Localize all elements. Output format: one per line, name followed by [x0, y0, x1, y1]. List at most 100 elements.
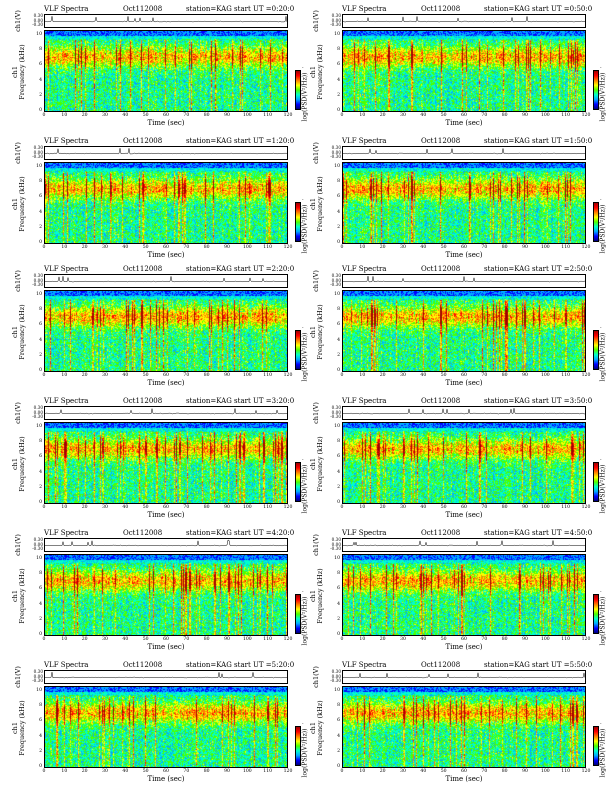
waveform-ylabel-text: ch1(V) — [312, 142, 320, 164]
waveform-line — [343, 148, 585, 155]
waveform-plot — [44, 274, 288, 288]
panel-date: Oct112008 — [421, 5, 461, 13]
waveform-ylabel: ch1(V) — [308, 402, 324, 424]
time-tick-label: 40 — [122, 113, 129, 118]
waveform-ylabel: ch1(V) — [10, 142, 26, 164]
time-axis-label: Time (sec) — [147, 379, 185, 387]
colorbar-tick-top: - — [600, 590, 602, 595]
time-tick-label: 90 — [224, 637, 230, 642]
time-ticks: 0 10 20 30 40 50 60 70 80 90 100 110 120 — [43, 373, 293, 379]
time-tick-label: 40 — [122, 637, 129, 642]
time-tick-label: 20 — [81, 245, 88, 250]
time-tick-label: 70 — [481, 373, 488, 378]
start-time-label: start UT =0:50:0 — [532, 5, 593, 13]
time-tick-label: 100 — [242, 637, 252, 642]
start-time-label: start UT =1:50:0 — [532, 137, 593, 145]
panel-station-start: station=KAG start UT =5:20:0 — [186, 660, 294, 670]
spectrogram-plot — [342, 422, 586, 504]
time-tick-label: 20 — [379, 373, 386, 378]
frequency-tick-label: 8 — [39, 703, 42, 709]
waveform-line — [45, 148, 287, 155]
colorbar-label: log(PSD(V²/Hz)) — [597, 73, 609, 122]
time-tick-label: 80 — [501, 245, 508, 250]
start-time-label: start UT =4:50:0 — [532, 529, 593, 537]
frequency-tick-label: 4 — [337, 469, 340, 475]
frequency-tick-label: 2 — [337, 616, 340, 622]
time-tick-label: 30 — [102, 505, 108, 510]
time-tick-label: 60 — [163, 769, 169, 774]
frequency-tick-label: 4 — [39, 209, 42, 215]
frequency-tick-label: 4 — [337, 209, 340, 215]
time-tick-label: 20 — [81, 113, 88, 118]
time-tick-label: 50 — [440, 373, 447, 378]
time-tick-label: 110 — [561, 373, 571, 378]
time-tick-label: 110 — [263, 637, 273, 642]
time-tick-label: 10 — [61, 505, 68, 510]
spectrogram-ylabel-freq: Frequency (kHz) — [18, 568, 26, 624]
waveform-ylabel: ch1(V) — [10, 402, 26, 424]
waveform-plot — [342, 406, 586, 420]
spectrogram-ylabel-freq: Frequency (kHz) — [316, 568, 324, 624]
frequency-tick-label: 4 — [337, 733, 340, 739]
panel-title: VLF Spectra — [44, 397, 89, 405]
time-tick-label: 80 — [501, 373, 508, 378]
spectrogram-panel: VLF Spectra Oct112008 station=KAG start UT… — [8, 4, 309, 132]
waveform-tick-label: -0.30 — [330, 22, 341, 28]
frequency-tick-label: 8 — [337, 439, 340, 445]
time-axis-label: Time (sec) — [147, 643, 185, 651]
station-label: station=KAG — [484, 265, 530, 273]
time-tick-label: 60 — [461, 373, 467, 378]
frequency-tick-label: 4 — [337, 601, 340, 607]
station-label: station=KAG — [484, 137, 530, 145]
frequency-tick-label: 2 — [39, 92, 42, 98]
waveform-tick-label: 0.00 — [33, 17, 43, 23]
time-tick-label: 10 — [61, 769, 68, 774]
time-tick-label: 120 — [581, 245, 591, 250]
panel-date: Oct112008 — [123, 137, 163, 145]
frequency-ticks: 0 2 4 6 8 10 — [330, 290, 341, 373]
waveform-plot — [44, 538, 288, 552]
waveform-ylabel: ch1(V) — [308, 270, 324, 292]
time-tick-label: 60 — [163, 245, 169, 250]
colorbar-tick-bottom: - — [600, 369, 602, 374]
time-tick-label: 40 — [420, 505, 427, 510]
waveform-tick-label: -0.30 — [32, 414, 43, 420]
waveform-tick-label: 0.00 — [331, 409, 341, 415]
time-tick-label: 80 — [501, 113, 508, 118]
time-tick-label: 100 — [540, 637, 550, 642]
frequency-tick-label: 2 — [337, 748, 340, 754]
frequency-tick-label: 10 — [334, 556, 340, 561]
spectrogram-ylabel-freq: Frequency (kHz) — [18, 304, 26, 360]
spectrogram-ylabel: ch1 Frequency (kHz) — [306, 36, 328, 108]
colorbar-tick-bottom: - — [302, 369, 304, 374]
spectrogram-plot — [342, 686, 586, 768]
time-axis-label: Time (sec) — [147, 775, 185, 783]
waveform-tick-label: 0.00 — [331, 17, 341, 23]
waveform-ticks: 0.30 0.00 -0.30 — [28, 537, 43, 552]
spectrogram-image — [343, 423, 585, 503]
time-tick-label: 100 — [242, 373, 252, 378]
time-tick-label: 40 — [420, 113, 427, 118]
frequency-tick-label: 0 — [337, 500, 340, 505]
waveform-ylabel: ch1(V) — [308, 534, 324, 556]
waveform-plot — [44, 14, 288, 28]
frequency-tick-label: 2 — [39, 484, 42, 490]
time-tick-label: 80 — [501, 505, 508, 510]
waveform-line — [45, 539, 287, 547]
frequency-tick-label: 4 — [39, 337, 42, 343]
colorbar-label: log(PSD(V²/Hz)) — [597, 729, 609, 778]
panel-station-start: station=KAG start UT =0:50:0 — [484, 4, 592, 14]
time-tick-label: 110 — [561, 505, 571, 510]
time-tick-label: 50 — [142, 505, 149, 510]
time-tick-label: 20 — [81, 637, 88, 642]
spectrogram-ylabel-freq: Frequency (kHz) — [18, 44, 26, 100]
time-tick-label: 70 — [481, 113, 488, 118]
time-tick-label: 100 — [540, 505, 550, 510]
colorbar-tick-bottom: - — [302, 109, 304, 114]
waveform-ylabel: ch1(V) — [10, 534, 26, 556]
time-tick-label: 50 — [440, 505, 447, 510]
frequency-tick-label: 6 — [337, 718, 340, 724]
waveform-tick-label: 0.30 — [33, 13, 43, 18]
time-tick-label: 40 — [122, 373, 129, 378]
panel-title: VLF Spectra — [342, 137, 387, 145]
